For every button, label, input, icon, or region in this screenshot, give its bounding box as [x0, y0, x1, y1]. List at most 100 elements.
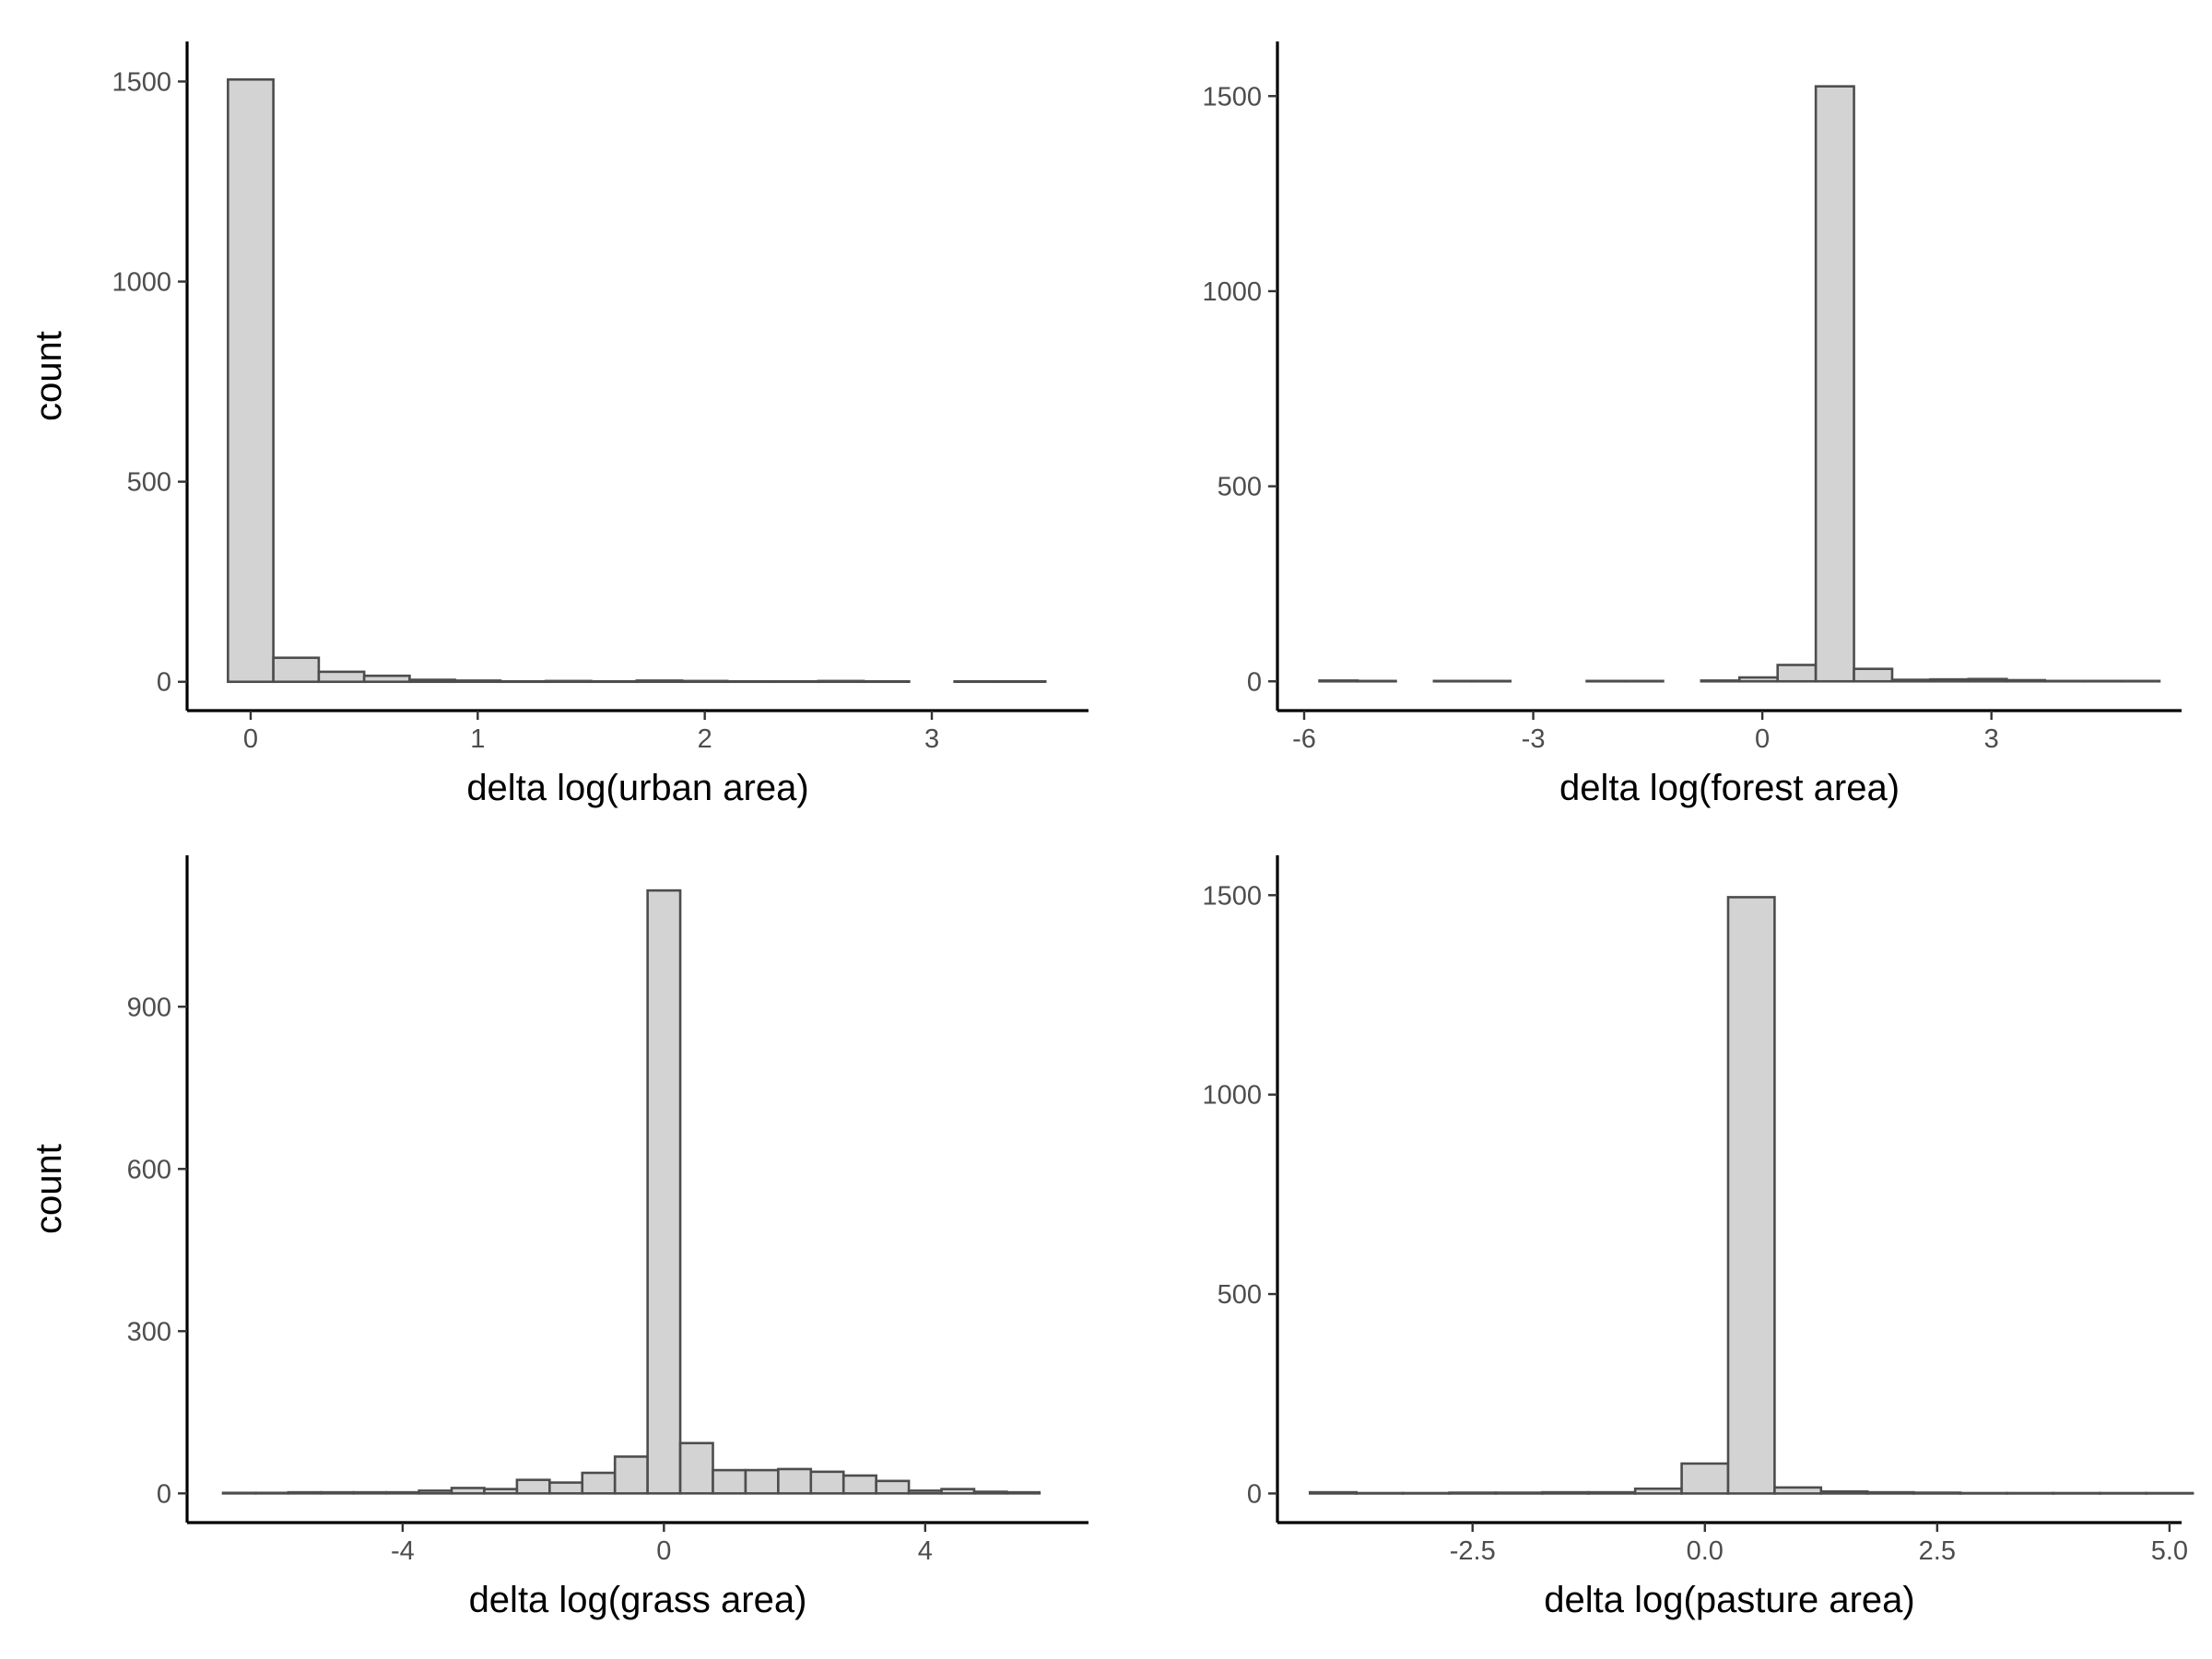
histogram-bar [744, 1468, 780, 1495]
x-tick-label: 4 [918, 1536, 933, 1566]
x-tick-label: 3 [1984, 724, 1999, 754]
histogram-bar [680, 679, 729, 684]
y-tick-label: 0 [157, 1479, 171, 1509]
x-tick-label: -3 [1522, 724, 1546, 754]
histogram-bar [272, 656, 321, 684]
histogram-bar [450, 1487, 486, 1495]
histogram-bar [1448, 1491, 1498, 1495]
histogram-bar [1776, 664, 1818, 683]
x-tick-label: 2 [698, 724, 712, 754]
x-tick-label: 1 [470, 724, 485, 754]
histogram-bar [227, 77, 275, 684]
bars [1308, 896, 2194, 1495]
histogram-bar [221, 1491, 257, 1495]
histogram-bar [453, 679, 502, 684]
x-tick-label: 0 [1755, 724, 1770, 754]
bars [1318, 85, 2161, 683]
histogram-bar [1929, 677, 1971, 683]
histogram-bar [408, 678, 456, 684]
histogram-bar [1819, 1489, 1869, 1495]
histogram-bar [317, 670, 366, 684]
histogram-bar [1853, 667, 1894, 683]
histogram-bar [254, 1491, 290, 1495]
y-tick-label: 1000 [1202, 1081, 1262, 1111]
histogram-bar [1633, 1487, 1683, 1495]
x-axis-title: delta log(urban area) [466, 768, 808, 808]
x-tick-label: 3 [924, 724, 939, 754]
y-tick-label: 500 [1218, 473, 1262, 502]
y-tick-label: 0 [157, 668, 171, 698]
histogram-bar [1700, 679, 1741, 683]
y-axis-title: count [29, 331, 69, 421]
histogram-bar [319, 1490, 356, 1495]
histogram-bar [809, 1470, 845, 1495]
histogram-bar [1541, 1490, 1591, 1495]
x-tick-label: -6 [1292, 724, 1316, 754]
x-tick-label: -2.5 [1450, 1536, 1496, 1566]
histogram-bar [972, 1490, 1008, 1495]
histogram-bar [777, 1467, 813, 1495]
histogram-bar [1006, 1490, 1041, 1495]
histogram-bar [483, 1488, 519, 1495]
panel-grass: -4 0 4 0 300 600 900 delta log(grass area) count [29, 855, 1088, 1620]
x-tick-label: -4 [391, 1536, 415, 1566]
histogram-bar [1587, 1490, 1637, 1495]
histogram-bar [384, 1490, 420, 1495]
histogram-bar [613, 1455, 649, 1495]
x-tick-label: 5.0 [2151, 1536, 2188, 1566]
y-tick-label: 0 [1247, 667, 1262, 697]
histogram-bar [841, 1474, 877, 1495]
y-tick-label: 500 [127, 468, 171, 498]
y-tick-label: 1000 [1202, 277, 1262, 307]
x-tick-label: 0 [243, 724, 258, 754]
histogram-bar [1773, 1486, 1823, 1495]
histogram-bar [352, 1490, 388, 1495]
y-tick-label: 300 [127, 1317, 171, 1347]
histogram-bar [515, 1478, 551, 1495]
bars [227, 77, 1047, 684]
histogram-bar [362, 674, 411, 684]
histogram-bar [1814, 85, 1855, 683]
histogram-bar [1726, 896, 1776, 1495]
x-axis-title: delta log(forest area) [1559, 768, 1900, 808]
panel-forest: -6 -3 0 3 0 500 1000 1500 delta log(forest area) [1202, 41, 2182, 808]
x-tick-label: 0 [656, 1536, 671, 1566]
histogram-bar [907, 1489, 943, 1495]
histogram-bar [1308, 1490, 1359, 1495]
histogram-bar [418, 1489, 453, 1495]
histogram-bar [635, 679, 684, 684]
histogram-bar [940, 1488, 976, 1495]
y-tick-label: 0 [1247, 1479, 1262, 1509]
histogram-bar [817, 679, 865, 684]
y-tick-label: 900 [127, 993, 171, 1022]
histogram-bar [1737, 676, 1780, 683]
histogram-bar [1890, 678, 1932, 683]
histogram-bar [875, 1479, 911, 1495]
histogram-bar [1494, 1491, 1544, 1495]
y-tick-label: 600 [127, 1155, 171, 1184]
histogram-bar [678, 1441, 714, 1495]
histogram-bar [1680, 1462, 1730, 1495]
x-axis-title: delta log(pasture area) [1544, 1580, 1914, 1620]
y-tick-label: 500 [1218, 1280, 1262, 1310]
y-tick-label: 1000 [112, 268, 171, 298]
histogram-bar [2005, 678, 2046, 683]
histogram-bar [548, 1481, 584, 1495]
histogram-bar [646, 888, 682, 1495]
y-axis-title: count [29, 1144, 69, 1234]
histogram-bar [544, 679, 593, 684]
y-tick-label: 1500 [112, 67, 171, 97]
histogram-bar [1912, 1491, 1962, 1495]
histogram-bar [712, 1468, 747, 1495]
y-tick-label: 1500 [1202, 82, 1262, 112]
y-tick-label: 1500 [1202, 881, 1262, 911]
panel-pasture: -2.5 0.0 2.5 5.0 0 500 1000 1500 delta log(pastu… [1202, 855, 2194, 1620]
bars [221, 888, 1041, 1495]
histogram-bar [287, 1490, 323, 1495]
histogram-bar [1318, 679, 1359, 683]
histogram-bar [1865, 1490, 1915, 1495]
histogram-bar [1967, 677, 2008, 683]
histogram-bar [581, 1471, 617, 1495]
panel-urban: 0 1 2 3 0 500 1000 1500 delta log(urban area) cou… [29, 41, 1088, 808]
